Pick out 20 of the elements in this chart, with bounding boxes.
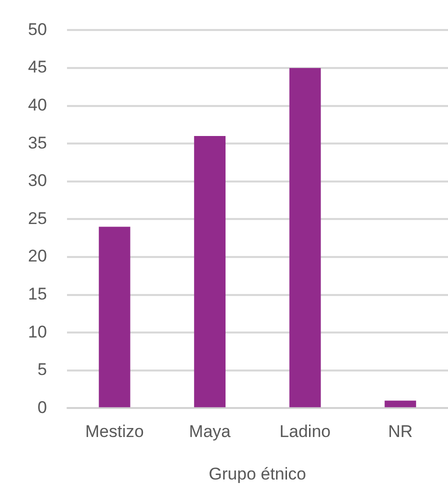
- bar: [289, 68, 321, 408]
- y-tick-label: 45: [28, 58, 47, 77]
- bar: [384, 400, 416, 408]
- y-tick-label: 30: [28, 171, 47, 190]
- y-tick-label: 50: [28, 20, 47, 39]
- bar: [98, 226, 130, 408]
- y-tick-label: 5: [37, 360, 47, 380]
- y-tick-label: 35: [28, 133, 47, 152]
- bar: [194, 136, 226, 408]
- x-tick-label: Ladino: [280, 422, 331, 442]
- y-tick-label: 10: [28, 322, 47, 342]
- y-tick-label: 40: [28, 95, 47, 114]
- y-tick-label: 15: [28, 284, 47, 304]
- y-tick-label: 0: [37, 398, 47, 417]
- y-tick-label: 25: [28, 208, 47, 228]
- y-tick-label: 20: [28, 246, 47, 266]
- x-axis-title: Grupo étnico: [208, 464, 306, 484]
- x-tick-label: Mestizo: [85, 422, 144, 442]
- x-tick-label: Maya: [189, 422, 232, 442]
- x-tick-label: NR: [388, 422, 413, 442]
